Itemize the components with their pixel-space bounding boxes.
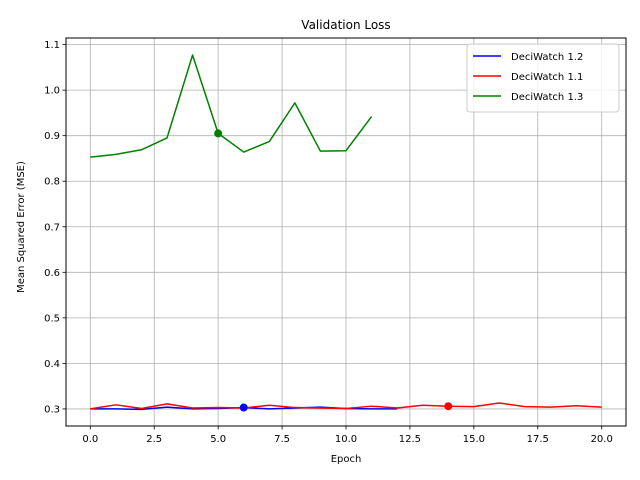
y-tick-label: 0.7: [44, 222, 60, 233]
best-point-marker: [214, 129, 223, 138]
axis-ticks: 0.0 2.5 5.0 7.5 10.0 12.5 15.0 17.5 20.0 0.3 0.4 0.…: [44, 40, 613, 445]
x-axis-label: Epoch: [331, 454, 362, 465]
x-tick-label: 0.0: [82, 434, 98, 445]
y-axis-label: Mean Squared Error (MSE): [16, 161, 27, 293]
x-tick-label: 12.5: [399, 434, 421, 445]
x-tick-label: 15.0: [463, 434, 485, 445]
legend-label: DeciWatch 1.1: [511, 72, 583, 83]
x-tick-label: 10.0: [335, 434, 357, 445]
legend-label: DeciWatch 1.3: [511, 92, 583, 103]
chart-title: Validation Loss: [301, 18, 390, 32]
x-tick-label: 20.0: [591, 434, 613, 445]
y-tick-label: 0.4: [44, 359, 60, 370]
legend: DeciWatch 1.2 DeciWatch 1.1 DeciWatch 1.3: [466, 43, 620, 113]
y-tick-label: 0.6: [44, 268, 60, 279]
y-tick-label: 1.0: [44, 86, 60, 97]
series-line: [90, 54, 373, 158]
x-tick-label: 17.5: [527, 434, 549, 445]
x-tick-label: 2.5: [146, 434, 162, 445]
x-tick-label: 7.5: [274, 434, 290, 445]
y-tick-label: 1.1: [44, 40, 60, 51]
y-tick-label: 0.9: [44, 131, 60, 142]
legend-box: [466, 43, 620, 113]
best-point-marker: [444, 402, 453, 411]
best-point-markers: [214, 129, 453, 412]
y-tick-label: 0.3: [44, 404, 60, 415]
y-tick-label: 0.8: [44, 177, 60, 188]
legend-label: DeciWatch 1.2: [511, 52, 583, 63]
best-point-marker: [239, 403, 248, 412]
y-tick-label: 0.5: [44, 313, 60, 324]
series-line: [90, 402, 602, 410]
x-tick-label: 5.0: [210, 434, 226, 445]
